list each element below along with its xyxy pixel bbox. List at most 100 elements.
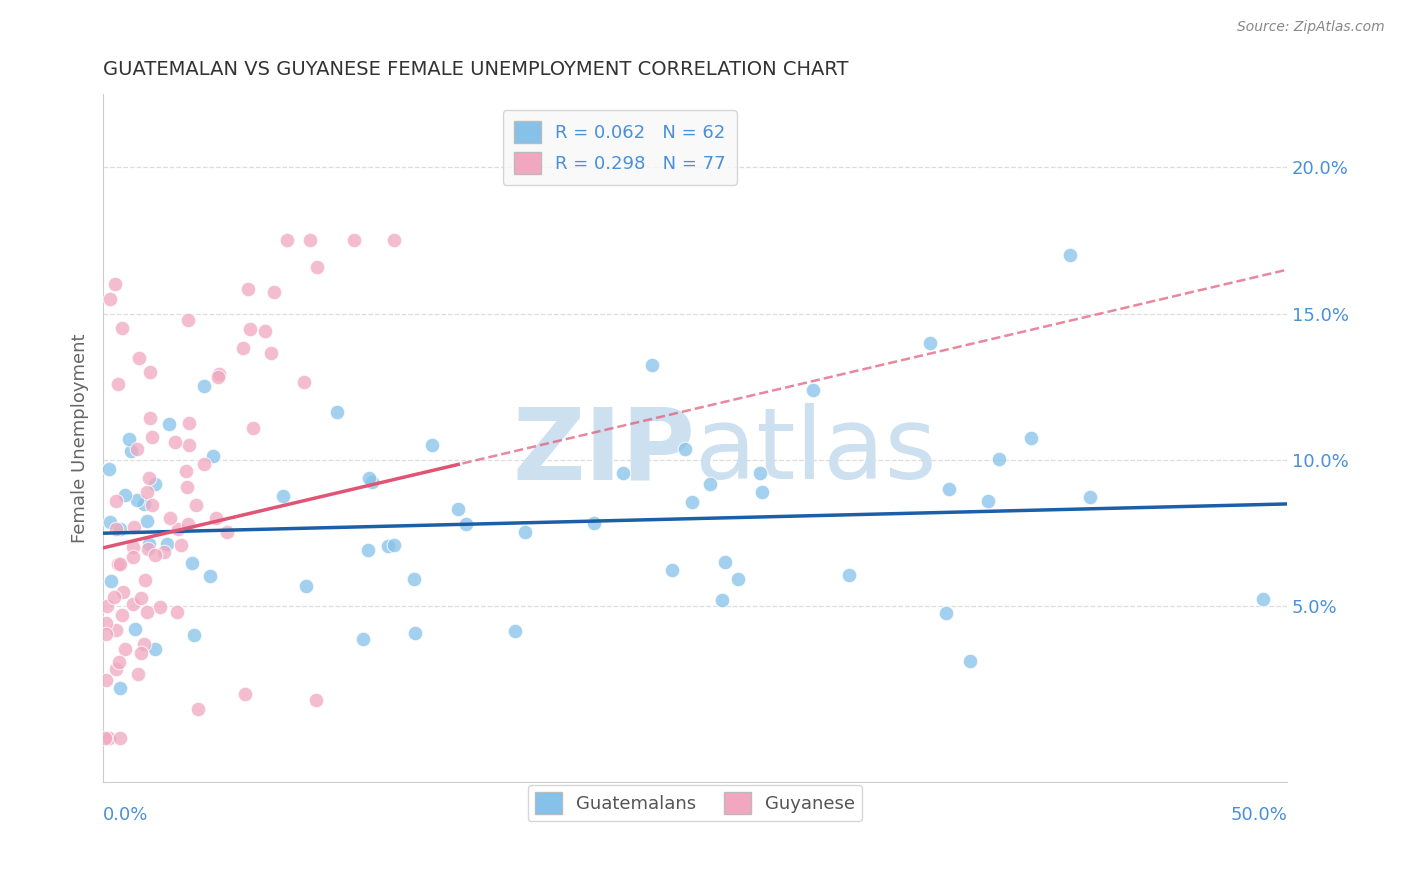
Point [174,464,197,478]
Point [176,480,198,494]
Point [105,623,128,637]
Point [97,462,120,476]
Point [124,623,146,637]
Point [242,421,264,435]
Point [110,731,132,746]
Point [94,673,117,687]
Point [118,432,141,446]
Point [165,435,187,450]
Point [356,543,378,558]
Point [145,548,167,562]
Point [583,516,606,530]
Point [959,654,981,668]
Point [179,438,201,452]
Point [125,493,148,508]
Point [305,693,328,707]
Point [292,376,315,390]
Point [170,538,193,552]
Point [1019,431,1042,445]
Text: 50.0%: 50.0% [1230,805,1286,823]
Point [641,358,664,372]
Point [141,430,163,444]
Point [177,516,200,531]
Point [122,597,145,611]
Point [138,537,160,551]
Point [215,524,238,539]
Point [107,557,129,571]
Point [135,514,157,528]
Point [232,341,254,355]
Point [136,541,159,556]
Point [94,731,117,746]
Text: ZIP: ZIP [512,403,695,500]
Point [181,556,204,570]
Point [177,313,200,327]
Point [343,234,366,248]
Text: GUATEMALAN VS GUYANESE FEMALE UNEMPLOYMENT CORRELATION CHART: GUATEMALAN VS GUYANESE FEMALE UNEMPLOYME… [103,60,849,78]
Point [111,321,134,335]
Point [326,405,349,419]
Point [838,568,860,582]
Point [105,494,128,508]
Point [1078,491,1101,505]
Point [143,641,166,656]
Point [377,539,399,553]
Point [254,325,277,339]
Point [193,379,215,393]
Point [159,511,181,525]
Point [1251,592,1274,607]
Point [513,524,536,539]
Point [105,522,128,536]
Point [94,627,117,641]
Point [136,605,159,619]
Point [179,416,201,430]
Point [139,411,162,425]
Point [404,572,426,586]
Text: 0.0%: 0.0% [103,805,149,823]
Point [204,510,226,524]
Point [263,285,285,299]
Point [238,282,260,296]
Point [183,628,205,642]
Point [157,417,180,431]
Point [148,600,170,615]
Point [193,457,215,471]
Point [233,687,256,701]
Point [801,384,824,398]
Point [166,522,188,536]
Point [239,322,262,336]
Point [111,608,134,623]
Point [357,470,380,484]
Point [710,593,733,607]
Point [103,591,125,605]
Point [260,346,283,360]
Point [699,476,721,491]
Point [661,563,683,577]
Point [110,557,132,571]
Point [727,572,749,586]
Point [987,452,1010,467]
Point [1059,248,1081,262]
Point [422,438,444,452]
Point [612,466,634,480]
Point [122,520,145,534]
Point [200,568,222,582]
Point [125,442,148,456]
Point [104,277,127,292]
Point [136,485,159,500]
Point [108,681,131,695]
Legend: Guatemalans, Guyanese: Guatemalans, Guyanese [527,785,862,822]
Point [108,522,131,536]
Point [938,482,960,496]
Point [977,493,1000,508]
Point [503,624,526,639]
Point [918,336,941,351]
Point [713,555,735,569]
Point [295,578,318,592]
Point [360,475,382,489]
Point [749,466,772,480]
Point [96,599,118,613]
Point [166,605,188,619]
Point [454,516,477,531]
Point [98,516,121,530]
